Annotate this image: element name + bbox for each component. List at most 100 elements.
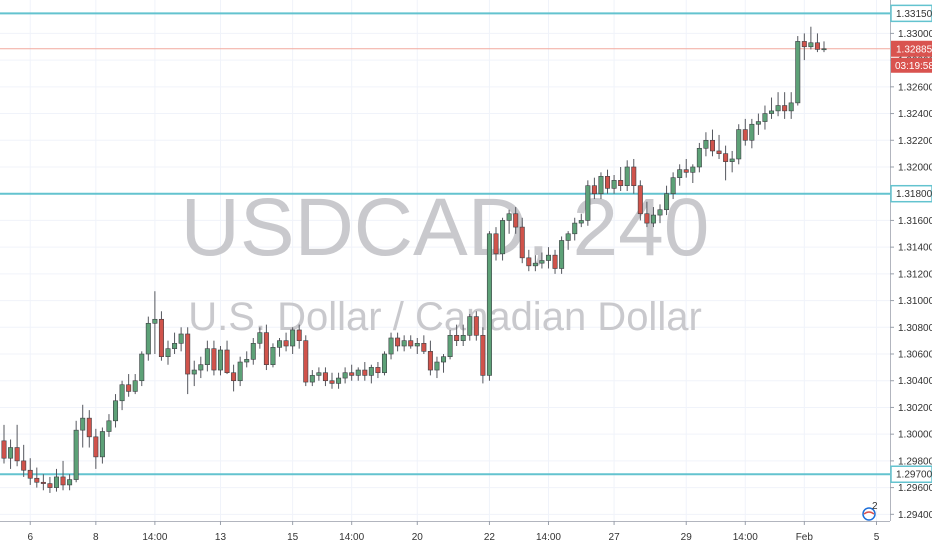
candle: [486, 231, 492, 381]
candle: [624, 160, 630, 192]
candle: [237, 356, 243, 387]
candle-body-down: [513, 213, 519, 228]
candle-body-down: [296, 329, 302, 341]
price-tick-label: 1.31600: [898, 216, 932, 227]
candle-body-up: [775, 105, 781, 112]
candle-body-up: [598, 176, 604, 195]
candle-body-down: [631, 166, 637, 186]
candle: [723, 145, 729, 181]
candle-body-down: [185, 333, 191, 375]
candle-body-up: [559, 240, 565, 269]
candle-body-up: [808, 42, 814, 48]
candle: [447, 329, 453, 360]
time-tick-label: 15: [287, 532, 299, 543]
candle: [513, 207, 519, 234]
candle-body-up: [414, 343, 420, 347]
candle-body-up: [191, 369, 197, 375]
candle-body-down: [519, 226, 525, 259]
candle-body-up: [624, 166, 630, 186]
candle-body-up: [119, 384, 125, 402]
candle: [493, 227, 499, 261]
candle-body-up: [670, 177, 676, 195]
candle-body-down: [375, 367, 381, 374]
time-tick-label: 6: [27, 532, 33, 543]
candle: [211, 340, 217, 376]
candle-body-down: [801, 41, 807, 48]
candle: [618, 166, 624, 192]
candle-body-up: [336, 377, 342, 384]
price-tick-label: 1.31400: [898, 243, 932, 254]
candle: [814, 33, 820, 53]
candle-body-up: [381, 353, 387, 374]
candle-body-up: [664, 193, 670, 211]
time-tick-label: 14:00: [536, 532, 561, 543]
candle-body-up: [204, 348, 210, 365]
candle-body-down: [322, 372, 328, 382]
candle: [336, 372, 342, 389]
candle: [86, 410, 92, 448]
candle-body-down: [349, 372, 355, 376]
time-axis[interactable]: 6 8 14:00 13 15 14:00 20 22 14:00 27 29 14:00 Feb 5: [0, 521, 890, 543]
candle-body-down: [716, 150, 722, 154]
candle: [703, 132, 709, 157]
candle-body-up: [152, 318, 158, 324]
candle-body-down: [231, 372, 237, 382]
candle-body-up: [290, 329, 296, 347]
candle-body-up: [500, 220, 506, 255]
candle-body-down: [473, 316, 479, 336]
candle-body-up: [749, 123, 755, 141]
candle: [473, 311, 479, 341]
candle: [480, 327, 486, 384]
candle-body-up: [467, 316, 473, 336]
candle: [670, 172, 676, 200]
candle-body-down: [60, 476, 66, 486]
horizontal-levels[interactable]: [0, 12, 890, 476]
candle-body-up: [309, 375, 315, 383]
price-badges: 1.33150 1.31800 1.29700 1.32885 03:19:58: [890, 4, 932, 483]
last-price-badge: [891, 40, 932, 57]
candle: [73, 420, 79, 483]
candle-body-up: [355, 369, 361, 376]
candle: [650, 207, 656, 228]
price-tick-label: 1.32600: [898, 82, 932, 93]
candle: [60, 460, 66, 491]
candle: [139, 351, 145, 387]
candle: [729, 150, 735, 173]
time-tick-label: 14:00: [339, 532, 364, 543]
price-tick-label: 1.31200: [898, 269, 932, 280]
candle-body-down: [480, 335, 486, 376]
candle: [244, 351, 250, 368]
candle: [605, 169, 611, 194]
candle: [775, 92, 781, 117]
countdown-label: 03:19:58: [895, 61, 932, 72]
candle: [637, 180, 643, 221]
price-axis[interactable]: 1.29400 1.29600 1.29800 1.30000 1.30200 1.304…: [890, 0, 932, 521]
candle: [158, 311, 164, 361]
candle: [664, 185, 670, 216]
candle-body-down: [709, 139, 715, 152]
candle: [539, 252, 545, 269]
candle-body-up: [565, 233, 571, 241]
candle-body-down: [408, 340, 414, 347]
candle-body-up: [53, 476, 59, 488]
candle: [145, 316, 151, 361]
candle-body-up: [690, 166, 696, 173]
tradingview-logo[interactable]: 2: [862, 501, 878, 521]
candle-body-down: [591, 185, 597, 195]
candle-body-up: [572, 222, 578, 235]
candle: [388, 332, 394, 360]
candle-body-up: [506, 213, 512, 221]
grid: [0, 0, 890, 521]
candle: [132, 374, 138, 395]
candle-body-down: [618, 180, 624, 186]
candle: [119, 380, 125, 411]
candle-body-down: [421, 343, 427, 352]
watermark-description: U.S. Dollar / Canadian Dollar: [188, 295, 702, 339]
candle-body-up: [657, 209, 663, 216]
candle-body-up: [237, 361, 243, 382]
candle-body-down: [126, 384, 132, 392]
candle-body-down: [40, 481, 46, 484]
candle: [375, 362, 381, 379]
time-tick-label: 13: [215, 532, 227, 543]
